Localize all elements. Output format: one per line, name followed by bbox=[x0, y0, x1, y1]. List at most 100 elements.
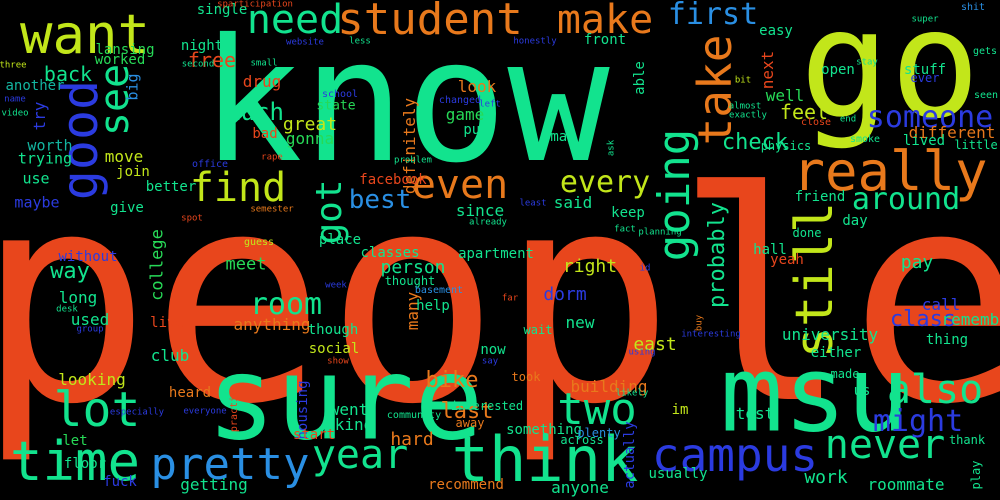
word-free: free bbox=[187, 48, 237, 72]
word-bit: bit bbox=[734, 75, 752, 86]
word-make: make bbox=[556, 0, 654, 43]
word-desk: desk bbox=[56, 304, 78, 315]
word-practice: practice bbox=[229, 383, 240, 433]
word-much: much bbox=[226, 98, 284, 126]
word-sure: sure bbox=[206, 332, 484, 467]
word-open: open bbox=[821, 62, 855, 78]
word-actually: actually bbox=[622, 421, 638, 489]
word-trying: trying bbox=[17, 149, 73, 168]
word-already: already bbox=[469, 217, 507, 228]
word-school: school bbox=[321, 89, 359, 100]
word-right: right bbox=[562, 256, 618, 277]
word-hard: hard bbox=[390, 429, 434, 450]
word-club: club bbox=[150, 346, 190, 365]
word-single: single bbox=[196, 2, 248, 18]
word-people: people bbox=[0, 131, 1000, 468]
word-spot: spot bbox=[181, 213, 203, 224]
word-use: use bbox=[22, 169, 50, 188]
word-student: student bbox=[337, 0, 523, 45]
word-bike: bike bbox=[425, 368, 479, 393]
word-three: three bbox=[0, 60, 27, 71]
word-thought: thought bbox=[384, 274, 436, 288]
word-look: look bbox=[457, 77, 497, 96]
word-anything: anything bbox=[233, 315, 311, 334]
word-may: may bbox=[550, 129, 576, 145]
word-around: around bbox=[851, 182, 961, 217]
word-social: social bbox=[308, 341, 360, 357]
word-easy: easy bbox=[759, 23, 793, 39]
word-interesting: interesting bbox=[681, 329, 741, 340]
word-dorm: dorm bbox=[543, 284, 587, 305]
word-name: name bbox=[4, 94, 26, 105]
word-problem: problem bbox=[394, 155, 432, 166]
word-thing: thing bbox=[925, 332, 969, 348]
word-bad: bad bbox=[252, 126, 278, 142]
word-check: check bbox=[721, 130, 789, 155]
word-ask: ask bbox=[606, 139, 617, 157]
word-worth: worth bbox=[27, 136, 73, 155]
word-im: im bbox=[671, 402, 689, 418]
word-different: different bbox=[908, 123, 996, 142]
word-sparticipation: sparticipation bbox=[217, 0, 293, 10]
word-also: also bbox=[886, 367, 984, 413]
word-second: second bbox=[181, 59, 215, 70]
word-community: community bbox=[386, 410, 442, 421]
word-might: might bbox=[872, 404, 964, 439]
word-every: every bbox=[559, 165, 651, 200]
word-think: think bbox=[451, 423, 639, 496]
word-everyone: everyone bbox=[183, 406, 227, 417]
word-really: really bbox=[792, 140, 988, 203]
word-test: test bbox=[735, 404, 775, 423]
word-drug: drug bbox=[242, 72, 282, 91]
word-kind: kind bbox=[334, 415, 374, 434]
word-pretty: pretty bbox=[150, 439, 310, 490]
word-lot: lot bbox=[53, 382, 141, 438]
word-college: college bbox=[147, 229, 168, 301]
word-person: person bbox=[380, 257, 446, 278]
word-without: without bbox=[58, 249, 118, 265]
word-since: since bbox=[455, 201, 505, 220]
word-us: us bbox=[853, 383, 871, 399]
word-live: live bbox=[150, 315, 184, 331]
word-pay: pay bbox=[900, 252, 934, 273]
word-video: video bbox=[1, 108, 29, 119]
word-planning: planning bbox=[638, 227, 682, 238]
word-two: two bbox=[557, 384, 637, 435]
word-interested: interested bbox=[450, 399, 524, 413]
word-floor: floor bbox=[63, 456, 107, 472]
word-new: new bbox=[565, 313, 595, 332]
word-first: first bbox=[667, 0, 759, 32]
word-help: help bbox=[416, 298, 450, 314]
word-last: last bbox=[440, 399, 494, 424]
word-play: play bbox=[969, 460, 983, 490]
word-fact: fact bbox=[614, 224, 636, 235]
word-recommend: recommend bbox=[428, 477, 504, 493]
word-took: took bbox=[511, 370, 541, 384]
word-class: class bbox=[889, 307, 957, 332]
word-university: university bbox=[781, 325, 879, 344]
word-across: across bbox=[560, 433, 604, 447]
word-building: building bbox=[570, 377, 648, 396]
word-stay: stay bbox=[856, 57, 878, 68]
word-need: need bbox=[246, 0, 344, 43]
word-someone: someone bbox=[866, 100, 994, 135]
word-shit: shit bbox=[960, 2, 986, 13]
word-place: place bbox=[318, 232, 362, 248]
word-getting: getting bbox=[180, 475, 248, 494]
word-front: front bbox=[583, 32, 627, 48]
word-worked: worked bbox=[94, 52, 146, 68]
word-far: far bbox=[501, 293, 519, 304]
word-put: put bbox=[463, 122, 489, 138]
word-made: made bbox=[830, 367, 860, 381]
word-likely: likely bbox=[615, 388, 649, 399]
word-apartment: apartment bbox=[458, 246, 534, 262]
word-rape: rape bbox=[261, 152, 283, 163]
word-way: way bbox=[50, 259, 90, 284]
word-group: group bbox=[76, 324, 104, 335]
word-gets: gets bbox=[972, 46, 998, 57]
word-great: great bbox=[282, 114, 338, 135]
word-day: day bbox=[842, 213, 868, 229]
word-campus: campus bbox=[651, 428, 819, 482]
word-especially: especially bbox=[109, 407, 165, 418]
